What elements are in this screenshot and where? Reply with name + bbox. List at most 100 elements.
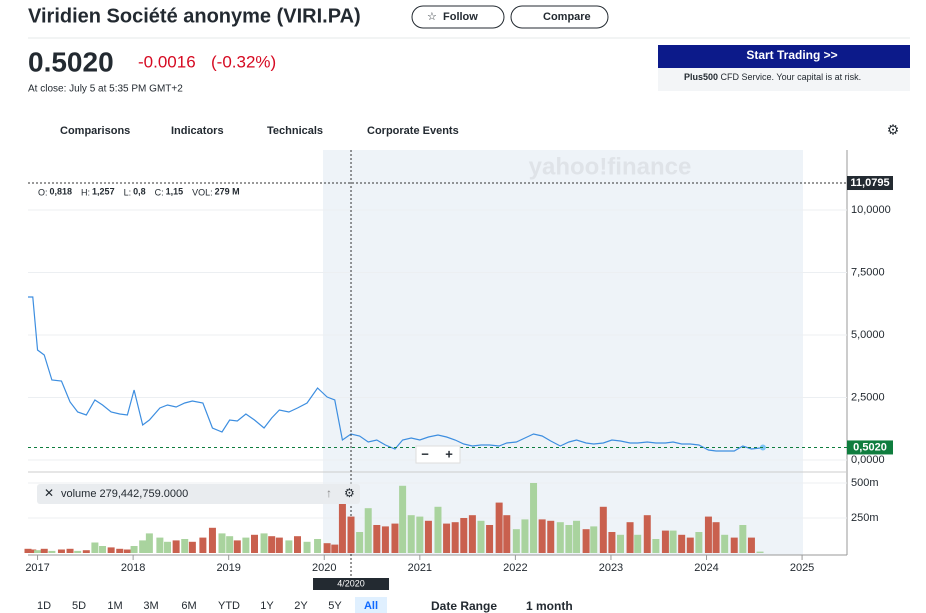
volume-legend-box xyxy=(37,484,360,504)
volume-bar xyxy=(391,523,399,553)
volume-bar xyxy=(599,506,607,553)
gear-icon[interactable]: ⚙ xyxy=(344,486,355,500)
volume-bar xyxy=(565,524,573,553)
ohlc-key: VOL: xyxy=(192,187,213,197)
close-icon[interactable]: ✕ xyxy=(44,486,54,500)
volume-bar xyxy=(443,523,451,553)
volume-bar xyxy=(477,520,485,553)
y-tick-label: 5,0000 xyxy=(851,329,885,341)
volume-bar xyxy=(91,542,99,553)
toolbar-item[interactable]: Corporate Events xyxy=(367,125,459,137)
arrow-icon[interactable]: ↑ xyxy=(326,486,332,500)
volume-bar xyxy=(48,550,56,553)
range-button[interactable]: YTD xyxy=(218,600,240,612)
volume-bar xyxy=(338,503,346,553)
compare-label: Compare xyxy=(543,11,591,23)
ohlc-key: L: xyxy=(124,187,132,197)
ad-brand: Plus500 xyxy=(684,72,718,82)
range-button[interactable]: All xyxy=(364,600,378,612)
zoom-in[interactable]: + xyxy=(445,446,453,461)
x-tick-label: 2017 xyxy=(25,562,49,574)
range-button[interactable]: 1Y xyxy=(260,600,274,612)
volume-bar xyxy=(74,550,82,553)
volume-bar xyxy=(538,519,546,553)
volume-bar xyxy=(130,545,138,553)
y-tick-label: 10,0000 xyxy=(851,204,891,216)
volume-bar xyxy=(66,548,74,553)
volume-bar xyxy=(399,485,407,553)
volume-bar xyxy=(373,524,381,553)
settings-icon[interactable]: ⚙ xyxy=(887,122,900,138)
toolbar-item[interactable]: Indicators xyxy=(171,125,224,137)
volume-bar xyxy=(451,522,459,553)
volume-bar xyxy=(721,534,729,553)
range-button[interactable]: 1D xyxy=(37,600,51,612)
volume-bar xyxy=(145,533,153,553)
volume-bar xyxy=(424,520,432,553)
volume-bar xyxy=(218,533,226,553)
ad-note: Plus500 CFD Service. Your capital is at … xyxy=(684,72,861,82)
interval[interactable]: 1 month xyxy=(526,599,573,613)
range-button[interactable]: 3M xyxy=(143,600,158,612)
ohlc-value: 1,257 xyxy=(92,186,115,196)
date-range[interactable]: Date Range xyxy=(431,599,497,613)
volume-bar xyxy=(617,534,625,553)
volume-bar xyxy=(381,526,389,553)
zoom-out[interactable]: − xyxy=(421,446,429,461)
compare-button[interactable] xyxy=(510,5,609,29)
volume-bar xyxy=(181,538,189,553)
volume-bar xyxy=(139,540,147,553)
ohlc-key: C: xyxy=(155,187,164,197)
volume-bar xyxy=(116,548,124,553)
range-button[interactable]: 2Y xyxy=(294,600,308,612)
range-button[interactable]: 5Y xyxy=(328,600,342,612)
volume-bar xyxy=(242,537,250,553)
ohlc-key: O: xyxy=(38,187,48,197)
ohlc-value: 0,818 xyxy=(50,186,73,196)
volume-bar xyxy=(323,543,331,553)
volume-bar xyxy=(704,516,712,553)
volume-bar xyxy=(643,515,651,553)
follow-icon: ☆ xyxy=(427,11,437,23)
volume-bar xyxy=(164,541,172,553)
volume-bar xyxy=(661,530,669,553)
volume-bar xyxy=(486,524,494,553)
volume-bar xyxy=(634,534,642,553)
volume-bar xyxy=(188,541,196,553)
volume-bar xyxy=(739,524,747,553)
ohlc-value: 279 M xyxy=(215,186,240,196)
close-note: At close: July 5 at 5:35 PM GMT+2 xyxy=(28,84,183,95)
volume-bar xyxy=(199,537,207,553)
volume-bar xyxy=(556,522,564,553)
toolbar-item[interactable]: Technicals xyxy=(267,125,323,137)
volume-bar xyxy=(512,529,520,553)
volume-legend: volume 279,442,759.0000 xyxy=(61,488,188,500)
volume-bar xyxy=(208,527,216,553)
volume-bar xyxy=(268,536,276,553)
zoom-box xyxy=(415,445,461,464)
y-tick-label: 250m xyxy=(851,512,879,524)
volume-bar xyxy=(460,517,468,553)
volume-bar xyxy=(495,502,503,553)
volume-bar xyxy=(303,541,311,553)
volume-bar xyxy=(233,540,241,553)
range-bar: 1D 5D 1M 3M 6M YTD 1Y 2Y 5Y All Date Range 1 month xyxy=(37,597,573,613)
range-button[interactable]: 1M xyxy=(107,600,122,612)
ad-button[interactable] xyxy=(658,45,910,68)
ohlc-value: 1,15 xyxy=(166,186,184,196)
volume-bar xyxy=(747,537,755,553)
toolbar: Comparisons Indicators Technicals Corporate… xyxy=(60,125,459,137)
volume-bar xyxy=(364,508,372,553)
toolbar-item[interactable]: Comparisons xyxy=(60,125,130,137)
x-tick-label: 2022 xyxy=(503,562,527,574)
range-active[interactable] xyxy=(355,597,387,613)
volume-bar xyxy=(40,548,48,553)
follow-button[interactable] xyxy=(411,5,505,29)
crosshair-tag xyxy=(847,176,893,191)
volume-bar xyxy=(356,531,364,553)
range-button[interactable]: 6M xyxy=(181,600,196,612)
volume-bar xyxy=(250,534,258,553)
range-button[interactable]: 5D xyxy=(72,600,86,612)
y-tick-label: 2,5000 xyxy=(851,391,885,403)
